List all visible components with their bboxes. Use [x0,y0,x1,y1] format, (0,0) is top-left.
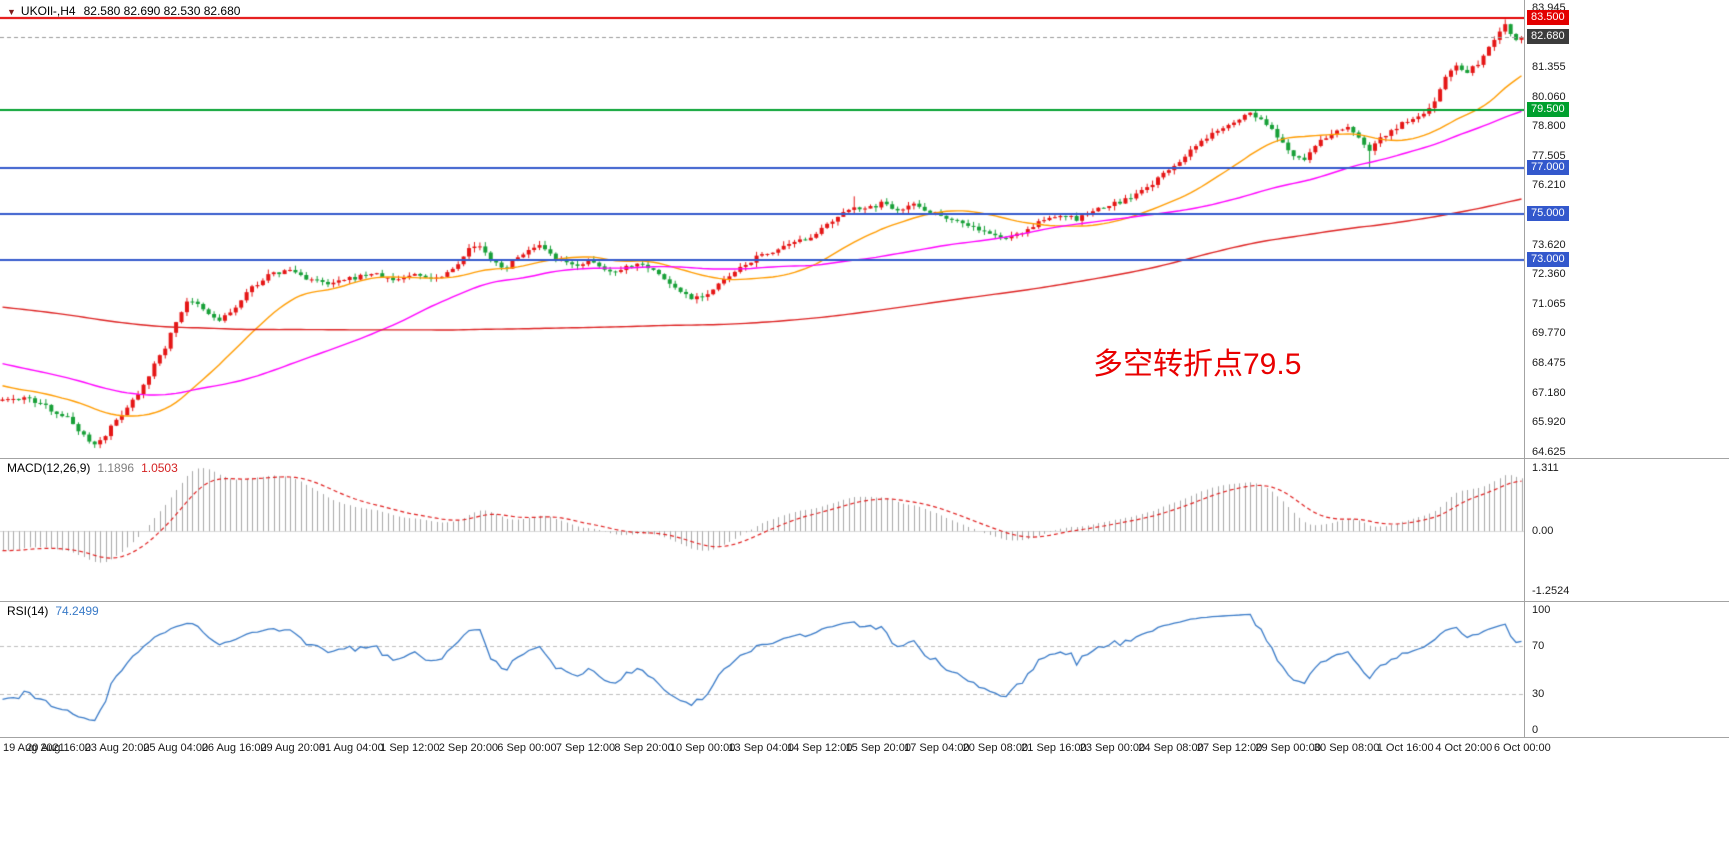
macd-panel-canvas[interactable] [0,459,1524,601]
time-tick-label: 20 Sep 08:00 [962,742,1029,754]
rsi-tick-label: 0 [1532,723,1539,736]
bid-price-badge: 82.680 [1527,29,1569,45]
rsi-tick-label: 30 [1532,687,1545,700]
time-tick-label: 10 Sep 00:00 [669,742,736,754]
time-tick-label: 29 Sep 00:00 [1255,742,1321,754]
price-tick-label: 76.210 [1532,179,1566,192]
ohlc-values: 82.580 82.690 82.530 82.680 [83,4,241,18]
rsi-panel-canvas[interactable] [0,602,1524,737]
price-tick-label: 77.505 [1532,149,1566,162]
rsi-tick-label: 100 [1532,603,1551,616]
time-tick-label: 14 Sep 12:00 [786,742,853,754]
macd-indicator-label: MACD(12,26,9) 1.1896 1.0503 [7,461,178,475]
symbol-period-label: UKOIl-,H4 [20,4,76,18]
price-tick-label: 72.360 [1532,267,1566,280]
price-tick-label: 69.770 [1532,327,1566,340]
panel-separator[interactable] [0,737,1729,738]
rsi-tick-label: 70 [1532,639,1545,652]
macd-tick-label: 0.00 [1532,524,1554,537]
chart-annotation-text: 多空转折点79.5 [1093,348,1302,381]
time-tick-label: 2 Sep 20:00 [438,742,499,754]
panel-separator[interactable] [0,458,1729,459]
price-level-badge: 83.500 [1527,10,1569,26]
price-tick-label: 68.475 [1532,357,1566,370]
time-tick-label: 27 Sep 12:00 [1196,742,1263,754]
macd-signal-value: 1.0503 [141,461,178,475]
price-tick-label: 71.065 [1532,297,1566,310]
time-tick-label: 6 Sep 00:00 [497,742,557,754]
macd-tick-label: -1.2524 [1532,584,1570,597]
time-tick-label: 29 Aug 20:00 [260,742,326,754]
time-tick-label: 24 Sep 08:00 [1138,742,1204,754]
time-tick-label: 7 Sep 12:00 [555,742,616,754]
price-level-badge: 77.000 [1527,159,1569,175]
time-tick-label: 8 Sep 20:00 [614,742,674,754]
price-level-badge: 73.000 [1527,251,1569,267]
price-level-badge: 75.000 [1527,205,1569,221]
right-axis[interactable]: 83.945 81.355 80.060 78.800 77.505 76.210 73.6… [1525,0,1729,737]
time-tick-label: 4 Oct 20:00 [1435,742,1493,754]
macd-tick-label: 1.311 [1532,461,1559,474]
macd-name: MACD(12,26,9) [7,461,91,475]
price-tick-label: 73.620 [1532,238,1566,251]
price-tick-label: 67.180 [1532,386,1566,399]
time-tick-label: 6 Oct 00:00 [1493,742,1551,754]
price-chart-canvas[interactable] [0,0,1524,458]
rsi-name: RSI(14) [7,604,49,618]
macd-main-value: 1.1896 [97,461,135,475]
rsi-value: 74.2499 [55,604,99,618]
price-tick-label: 78.800 [1532,119,1566,132]
price-tick-label: 81.355 [1532,61,1566,74]
time-tick-label: 23 Sep 00:00 [1079,742,1146,754]
time-tick-label: 23 Aug 20:00 [84,742,150,754]
time-tick-label: 26 Aug 16:00 [201,742,267,754]
time-tick-label: 15 Sep 20:00 [845,742,911,754]
time-tick-label: 20 Aug 16:00 [26,742,91,754]
time-tick-label: 13 Sep 04:00 [728,742,794,754]
price-tick-label: 64.625 [1532,445,1566,458]
time-axis[interactable]: 19 Aug 2021 20 Aug 16:00 23 Aug 20:00 25 Au… [0,738,1729,762]
rsi-indicator-label: RSI(14) 74.2499 [7,604,99,618]
panel-separator[interactable] [0,601,1729,602]
time-tick-label: 1 Oct 16:00 [1376,742,1434,754]
time-tick-label: 17 Sep 04:00 [904,742,970,754]
price-level-badge: 79.500 [1527,102,1569,118]
time-tick-label: 25 Aug 04:00 [143,742,209,754]
symbol-marker-icon[interactable]: ▼ [7,7,16,17]
time-tick-label: 21 Sep 16:00 [1021,742,1087,754]
time-tick-label: 30 Sep 08:00 [1313,742,1380,754]
time-tick-label: 19 Aug 2021 [3,742,65,754]
time-tick-label: 31 Aug 04:00 [318,742,384,754]
price-tick-label: 80.060 [1532,90,1566,103]
axis-border [1524,0,1525,737]
chart-title: ▼ UKOIl-,H4 82.580 82.690 82.530 82.680 [7,4,240,18]
price-tick-label: 65.920 [1532,415,1566,428]
time-tick-label: 1 Sep 12:00 [380,742,440,754]
